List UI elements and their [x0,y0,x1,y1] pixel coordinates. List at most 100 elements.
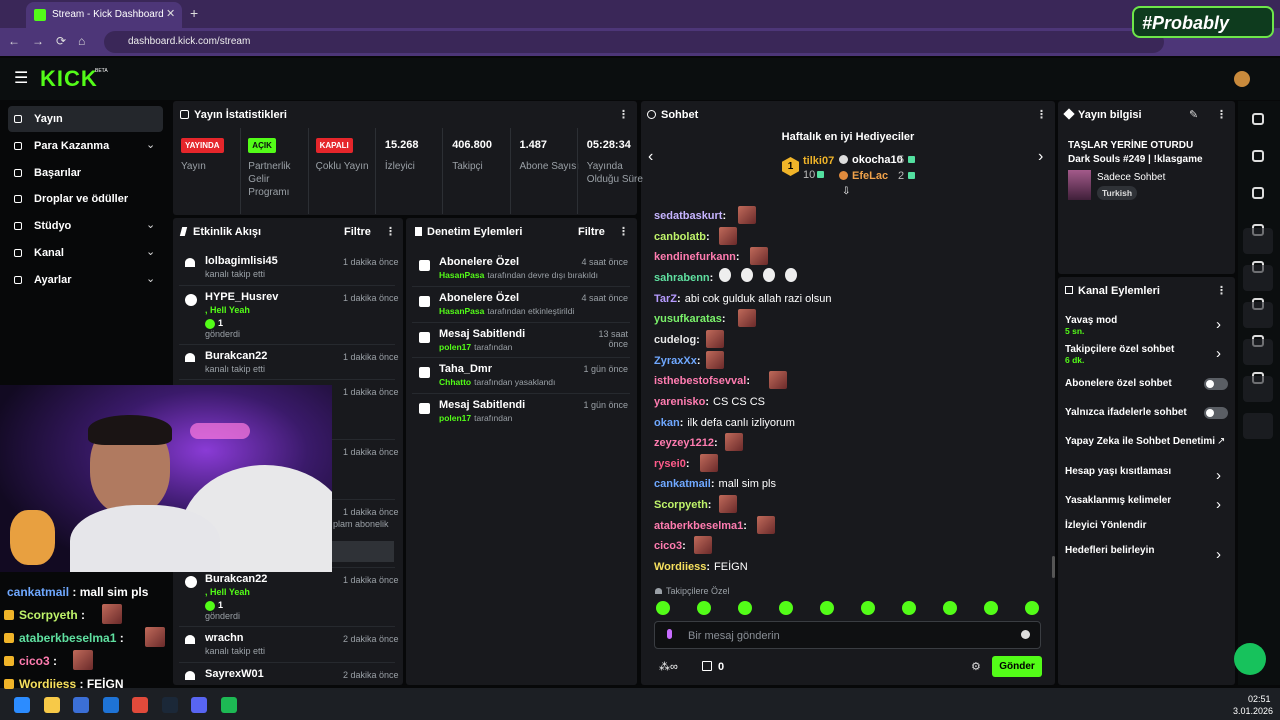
browser-tab[interactable]: Stream - Kick Dashboard ✕ [26,2,182,28]
gifters-prev[interactable]: ‹ [648,148,654,165]
chevron[interactable]: › [1216,316,1221,333]
overlay-separator: : [116,631,124,645]
menu-icon[interactable]: ☰ [14,70,29,87]
logo[interactable]: KICK [40,66,98,91]
panel-menu[interactable]: ⋮ [618,226,629,238]
scroll-arrow: ⇩ [842,186,851,197]
chat-username[interactable]: TarZ [654,292,678,305]
stat-value: 406.800 [452,139,492,151]
panel-menu[interactable]: ⋮ [1216,285,1227,297]
sidebar-item[interactable]: Başarılar [34,166,82,179]
sidebar-item[interactable]: Droplar ve ödüller [34,193,129,206]
channel-action-value: 5 sn. [1065,326,1085,336]
channel-action[interactable]: Hesap yaşı kısıtlaması [1065,466,1172,477]
moderation-action: Mesaj Sabitlendi [439,327,526,340]
chat-emote [750,247,769,266]
address-bar[interactable]: dashboard.kick.com/stream [104,31,1164,53]
nav-buttons[interactable]: ←→⟳⌂ [8,34,98,48]
gifters-next[interactable]: › [1038,148,1044,165]
sidebar-item[interactable]: Stüdyo [34,220,72,233]
chevron[interactable]: › [1216,496,1221,513]
activity-user: wrachn [205,632,244,644]
points-icon: ⁂∞ [659,661,678,673]
chat-username[interactable]: yarenisko [654,395,706,408]
panel-menu[interactable]: ⋮ [1036,109,1047,121]
settings-icon[interactable]: ⚙ [971,661,981,673]
chat-text: abi cok gulduk allah razi olsun [684,292,832,305]
gifter-name: tilki07 [803,155,835,167]
chat-username[interactable]: ZyraxXx [654,354,697,367]
chat-username[interactable]: rysei0 [654,457,686,470]
chat-username[interactable]: okan [654,416,680,429]
sidebar-item[interactable]: Ayarlar [34,273,72,286]
chat-username[interactable]: ataberkbeselma1 [654,519,744,532]
avatar[interactable] [1234,71,1250,87]
chat-panel [641,101,1055,685]
external-link[interactable]: ↗ [1217,436,1226,447]
new-tab[interactable]: + [190,5,199,21]
panel-title: Sohbet [661,109,699,121]
panel-menu[interactable]: ⋮ [1216,109,1227,121]
chat-username[interactable]: cankatmail [654,478,711,491]
tab-title: Stream - Kick Dashboard [52,9,164,20]
chat-emote [756,515,775,534]
filter-button[interactable]: Filtre [578,226,605,238]
channel-action[interactable]: Yalnızca ifadelerle sohbet [1065,407,1187,418]
chat-username[interactable]: canbolatb [654,230,706,243]
chat-username[interactable]: isthebestofsevval [654,375,747,388]
moderation-text: tarafından devre dışı bırakıldı [487,270,598,280]
moderation-time: 13 saat önce [598,328,628,349]
chat-emote [740,267,753,282]
chat-username[interactable]: cudelog [654,333,697,346]
overlay-chat-line: cico3 : [19,654,57,668]
sidebar-icon [14,222,22,231]
panel-title: Etkinlik Akışı [193,226,262,238]
channel-action[interactable]: Yavaş mod [1065,315,1118,326]
chat-username[interactable]: Scorpyeth [654,499,708,512]
chat-emote [693,536,712,555]
sidebar-item[interactable]: Para Kazanma [34,139,110,152]
chevron[interactable]: › [1216,546,1221,563]
chat-username[interactable]: kendinefurkann [654,251,736,264]
channel-action[interactable]: Hedefleri belirleyin [1065,545,1155,556]
chat-username[interactable]: sedatbaskurt [654,210,723,222]
chat-emote [762,267,775,282]
overlay-user: Wordiiess [19,677,77,691]
chat-username[interactable]: zeyzey1212 [654,437,714,450]
chat-username[interactable]: yusufkaratas [654,313,722,326]
stat-label: Partnerlik Gelir Programı [248,161,291,198]
edit-icon[interactable]: ✎ [1189,109,1199,121]
sidebar-item[interactable]: Yayın [34,113,63,125]
points: 0 [718,661,725,673]
gift-icon [908,172,915,179]
filter-button[interactable]: Filtre [344,226,371,238]
activity-user: lolbagimlisi45 [205,255,278,267]
sidebar-item[interactable]: Kanal [34,247,64,259]
panel-menu[interactable]: ⋮ [618,109,629,121]
moderation-detail: Chhatto tarafından yasaklandı [439,377,555,387]
tab-close[interactable]: ✕ [166,8,176,20]
toggle[interactable] [1204,407,1228,419]
toggle[interactable] [1204,378,1228,390]
chat-input[interactable] [654,621,1041,649]
stat-label: İzleyici [384,161,415,172]
chat-username[interactable]: Wordiiess [654,561,707,574]
webcam-shape [190,423,250,439]
panel-menu[interactable]: ⋮ [385,226,396,238]
activity-detail: gönderdi [205,611,241,621]
send-button[interactable]: Gönder [992,656,1042,677]
chat-separator: : [679,416,684,429]
chat-username[interactable]: sahrabenn [654,271,710,284]
chat-user: Wordiiess: FEİGN [654,561,748,573]
channel-action[interactable]: Yapay Zeka ile Sohbet Denetimi [1065,436,1216,447]
chevron[interactable]: › [1216,467,1221,484]
overlay-badge [4,633,14,643]
channel-action[interactable]: Yasaklanmış kelimeler [1065,495,1172,506]
sidebar-icon [14,168,22,177]
channel-action[interactable]: Abonelere özel sohbet [1065,378,1172,389]
channel-action[interactable]: İzleyici Yönlendir [1065,520,1147,531]
chevron[interactable]: › [1216,345,1221,362]
activity-time: 1 dakika önce [343,352,399,362]
channel-action[interactable]: Takipçilere özel sohbet [1065,344,1175,355]
chat-username[interactable]: cico3 [654,540,683,553]
